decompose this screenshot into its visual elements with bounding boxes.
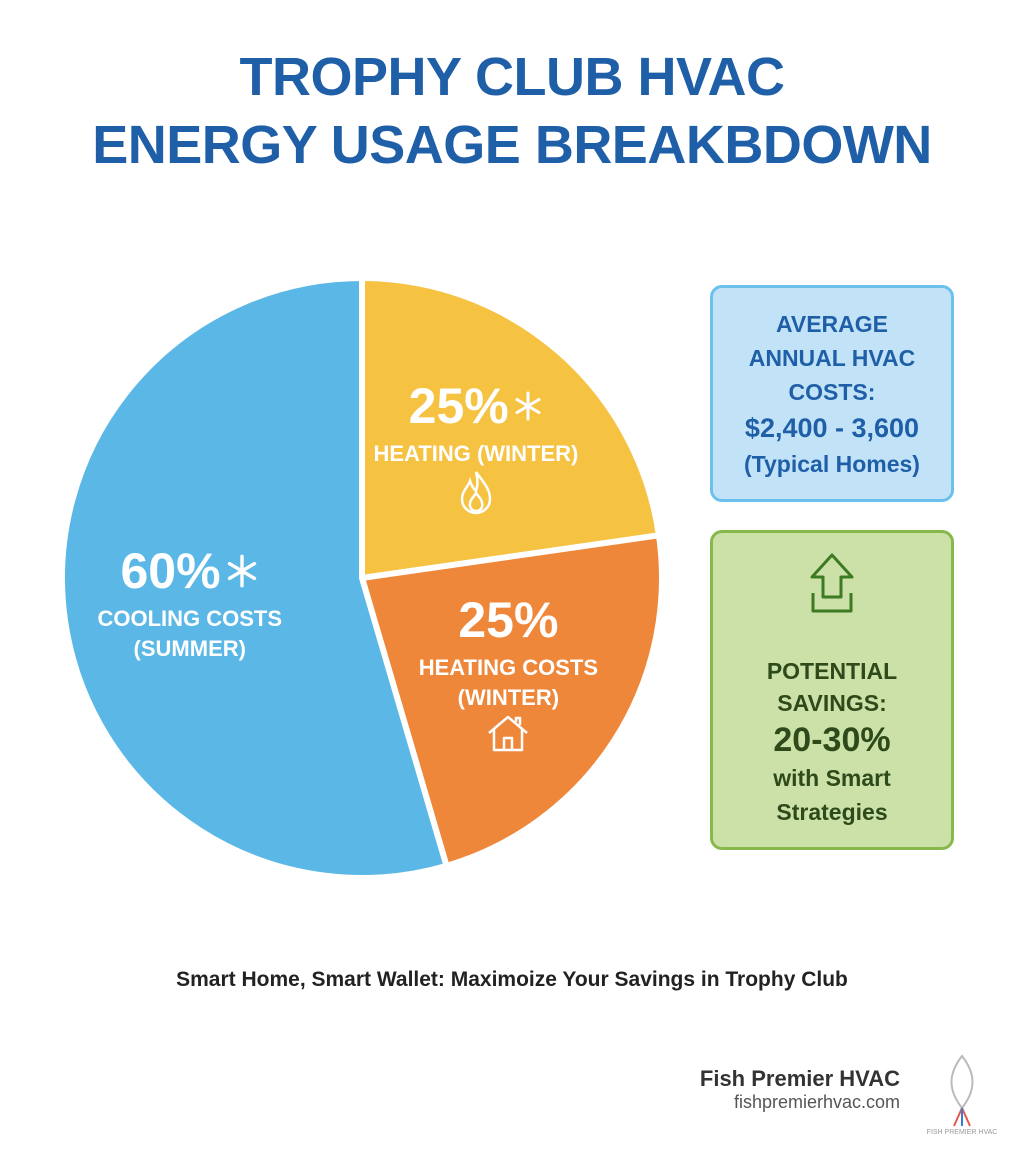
box-heading: POTENTIAL SAVINGS: [766, 658, 898, 716]
box-value: $2,400 - 3,600 [744, 412, 920, 443]
house-icon [488, 715, 529, 752]
slice-label: 25% HEATING COSTS (WINTER) [398, 591, 618, 753]
slice-label: 60% COOLING COSTS (SUMMER) [80, 542, 300, 664]
snowflake-icon [515, 391, 541, 421]
brand-name: Fish Premier HVAC [699, 1066, 900, 1091]
arrow-icon [810, 553, 854, 613]
caption: Smart Home, Smart Wallet: Maximoize Your… [176, 968, 848, 991]
pie-slice [359, 275, 662, 581]
snowflake-icon [227, 554, 257, 588]
category-label: COOLING COSTS (SUMMER) [97, 605, 283, 661]
flame-icon [460, 471, 492, 515]
box-heading: AVERAGE ANNUAL HVAC COSTS: [748, 310, 916, 405]
box-note: with Smart Strategies [773, 765, 891, 825]
title-line: TROPHY CLUB HVAC [239, 47, 785, 107]
title-line: ENERGY USAGE BREAKBDOWN [92, 115, 932, 175]
pie-chart [62, 275, 665, 878]
value-label: 25% [458, 592, 559, 649]
slice-label: 25% HEATING (WINTER) [366, 377, 586, 515]
logo-text: FISH PREMIER HVAC [927, 1129, 998, 1136]
value-label: 60% [120, 542, 221, 599]
info-box: AVERAGE ANNUAL HVAC COSTS: $2,400 - 3,60… [710, 285, 954, 502]
category-label: HEATING (WINTER) [373, 441, 579, 467]
box-value: 20-30% [773, 721, 891, 759]
box-note: (Typical Homes) [744, 450, 920, 477]
category-label: HEATING COSTS (WINTER) [418, 655, 598, 711]
pie-slice [359, 532, 665, 869]
info-box: POTENTIAL SAVINGS: 20-30% with Smart Str… [710, 530, 954, 850]
logo: FISH PREMIER HVAC [927, 1054, 998, 1136]
value-label: 25% [408, 378, 509, 435]
brand-url: fishpremierhvac.com [733, 1092, 900, 1112]
